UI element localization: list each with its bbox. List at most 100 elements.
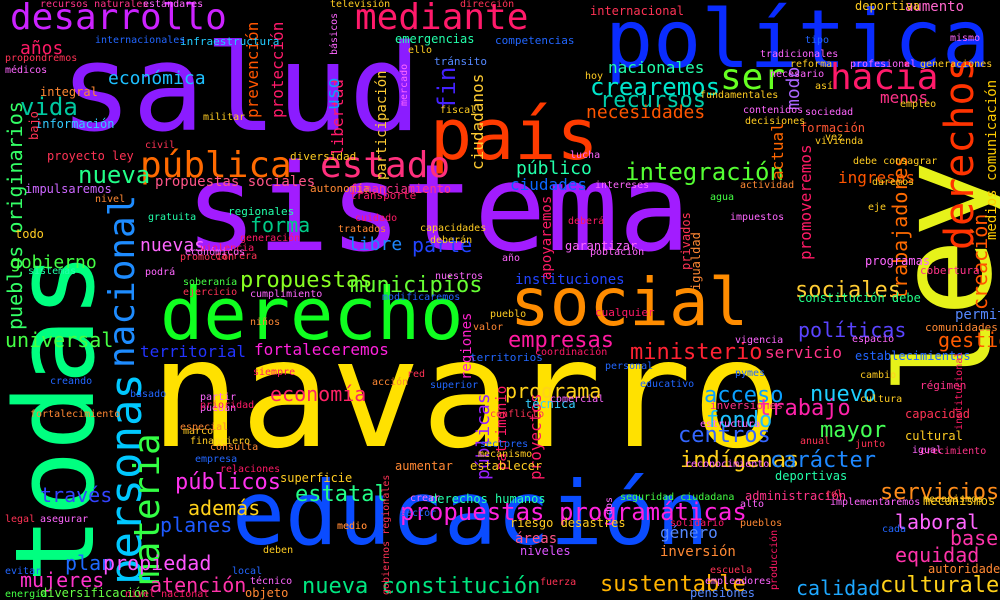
- cloud-word: actual: [768, 122, 787, 180]
- cloud-word: intereses: [595, 180, 650, 191]
- cloud-word: vida: [20, 93, 78, 121]
- cloud-word: equidad: [895, 543, 980, 567]
- cloud-word: educativo: [640, 379, 695, 390]
- cloud-word: médicos: [5, 65, 48, 76]
- cloud-word: universal: [5, 328, 114, 352]
- cloud-word: nacionales: [608, 58, 705, 77]
- cloud-word: autonomía: [310, 182, 370, 195]
- cloud-word: garantizar: [565, 239, 638, 253]
- cloud-word: nivel: [95, 194, 126, 205]
- cloud-word: sustentable: [600, 572, 746, 597]
- cloud-word: sistema: [185, 140, 691, 279]
- cloud-word: ciudadanos: [468, 73, 487, 170]
- cloud-word: autoridades: [928, 562, 1000, 576]
- cloud-word: cuidado: [355, 213, 398, 224]
- cloud-word: regionales: [228, 205, 295, 218]
- cloud-word: menos: [880, 88, 929, 107]
- cloud-word: vivienda: [815, 136, 864, 147]
- cloud-word: mercado: [399, 63, 410, 106]
- cloud-word: sectores: [480, 439, 529, 450]
- cloud-word: programa: [505, 379, 602, 403]
- cloud-word: años: [20, 38, 64, 59]
- cloud-word: servicio: [765, 343, 843, 362]
- cloud-word: financiero: [190, 436, 251, 447]
- cloud-word: participación: [374, 70, 390, 180]
- cloud-word: mujeres: [20, 568, 105, 592]
- cloud-word: implementaremos: [830, 497, 921, 508]
- cloud-word: culturales: [880, 573, 1000, 598]
- cloud-word: mecanismos: [923, 494, 996, 508]
- cloud-word: constitución debe: [798, 291, 921, 305]
- cloud-word: televisión: [330, 0, 391, 10]
- cloud-word: reforma: [790, 59, 833, 70]
- cloud-word: tratados: [338, 224, 387, 235]
- cloud-word: financiamiento: [350, 182, 452, 196]
- cloud-word: técnica: [525, 397, 576, 411]
- cloud-word: gestión: [938, 328, 1000, 352]
- cloud-word: deportiva: [855, 0, 921, 13]
- cloud-word: social: [510, 264, 749, 341]
- cloud-word: propuestas sociales: [155, 174, 316, 190]
- cloud-word: nuevas: [140, 235, 206, 256]
- cloud-word: igualdad: [689, 232, 703, 290]
- cloud-word: ciudades: [510, 175, 588, 194]
- cloud-word: gobiernos regionales: [381, 474, 392, 595]
- cloud-word: nuestros: [435, 271, 484, 282]
- cloud-word: ingresos: [838, 168, 916, 187]
- cloud-word: ministerio: [630, 340, 763, 365]
- cloud-word: podrá: [145, 267, 176, 278]
- cloud-word: estándares: [143, 0, 204, 10]
- cloud-word: género: [660, 523, 718, 542]
- cloud-word: vez: [825, 132, 844, 143]
- cloud-word: mediante: [355, 0, 529, 38]
- cloud-word: local: [232, 566, 263, 577]
- cloud-word: generaciones: [920, 59, 993, 70]
- cloud-word: internacional: [590, 4, 684, 18]
- cloud-word: sociedad: [805, 107, 854, 118]
- cloud-word: uso: [323, 77, 344, 110]
- cloud-word: hacia: [830, 57, 939, 98]
- cloud-word: profesional: [850, 59, 917, 70]
- cloud-word: soberanía: [183, 277, 238, 288]
- cloud-word: régimen: [920, 379, 967, 392]
- cloud-word: rol: [825, 489, 844, 500]
- cloud-word: políticas: [798, 318, 907, 342]
- cloud-word: áreas: [515, 531, 558, 547]
- cloud-word: proyecto ley: [47, 149, 134, 163]
- cloud-word: educación: [232, 462, 709, 565]
- cloud-word: públicos: [175, 470, 281, 495]
- cloud-word: solidario: [670, 518, 725, 529]
- cloud-word: inversiones: [710, 399, 783, 412]
- cloud-word: fortalecimiento: [30, 409, 121, 420]
- cloud-word: energía: [5, 589, 48, 600]
- cloud-word: junto: [855, 439, 886, 450]
- cloud-word: sociales: [795, 278, 901, 303]
- cloud-word: escuela: [710, 565, 753, 576]
- cloud-word: pueblos: [740, 518, 783, 529]
- cloud-word: medios comunicación: [984, 79, 1000, 240]
- cloud-word: riesgo desastres: [510, 516, 626, 530]
- cloud-word: fiscal: [440, 105, 477, 116]
- cloud-word: mayor: [820, 418, 887, 443]
- cloud-word: red: [407, 369, 426, 380]
- cloud-word: pueblo: [490, 309, 527, 320]
- cloud-word: instituciones: [515, 272, 625, 288]
- cloud-word: decisiones: [745, 116, 806, 127]
- cloud-word: pensiones: [690, 586, 756, 600]
- cloud-word: eje: [868, 202, 887, 213]
- cloud-word: aumentar: [395, 459, 453, 473]
- cloud-word: ejercicio: [183, 287, 238, 298]
- cloud-word: necesario: [770, 69, 825, 80]
- cloud-word: cada: [882, 524, 907, 535]
- cloud-word: reconocimiento: [685, 459, 770, 470]
- cloud-word: carrera: [215, 251, 258, 262]
- cloud-word: mismo: [950, 33, 981, 44]
- cloud-word: promoción: [180, 252, 235, 263]
- cloud-word: diversificación: [40, 586, 149, 600]
- cloud-word: internacionales: [95, 35, 186, 46]
- cloud-word: estatal: [295, 482, 388, 507]
- cloud-word: bajo: [27, 111, 41, 140]
- cloud-word: administración: [745, 489, 847, 503]
- cloud-word: fuerza: [540, 577, 577, 588]
- cloud-word: desarrollo: [10, 0, 227, 38]
